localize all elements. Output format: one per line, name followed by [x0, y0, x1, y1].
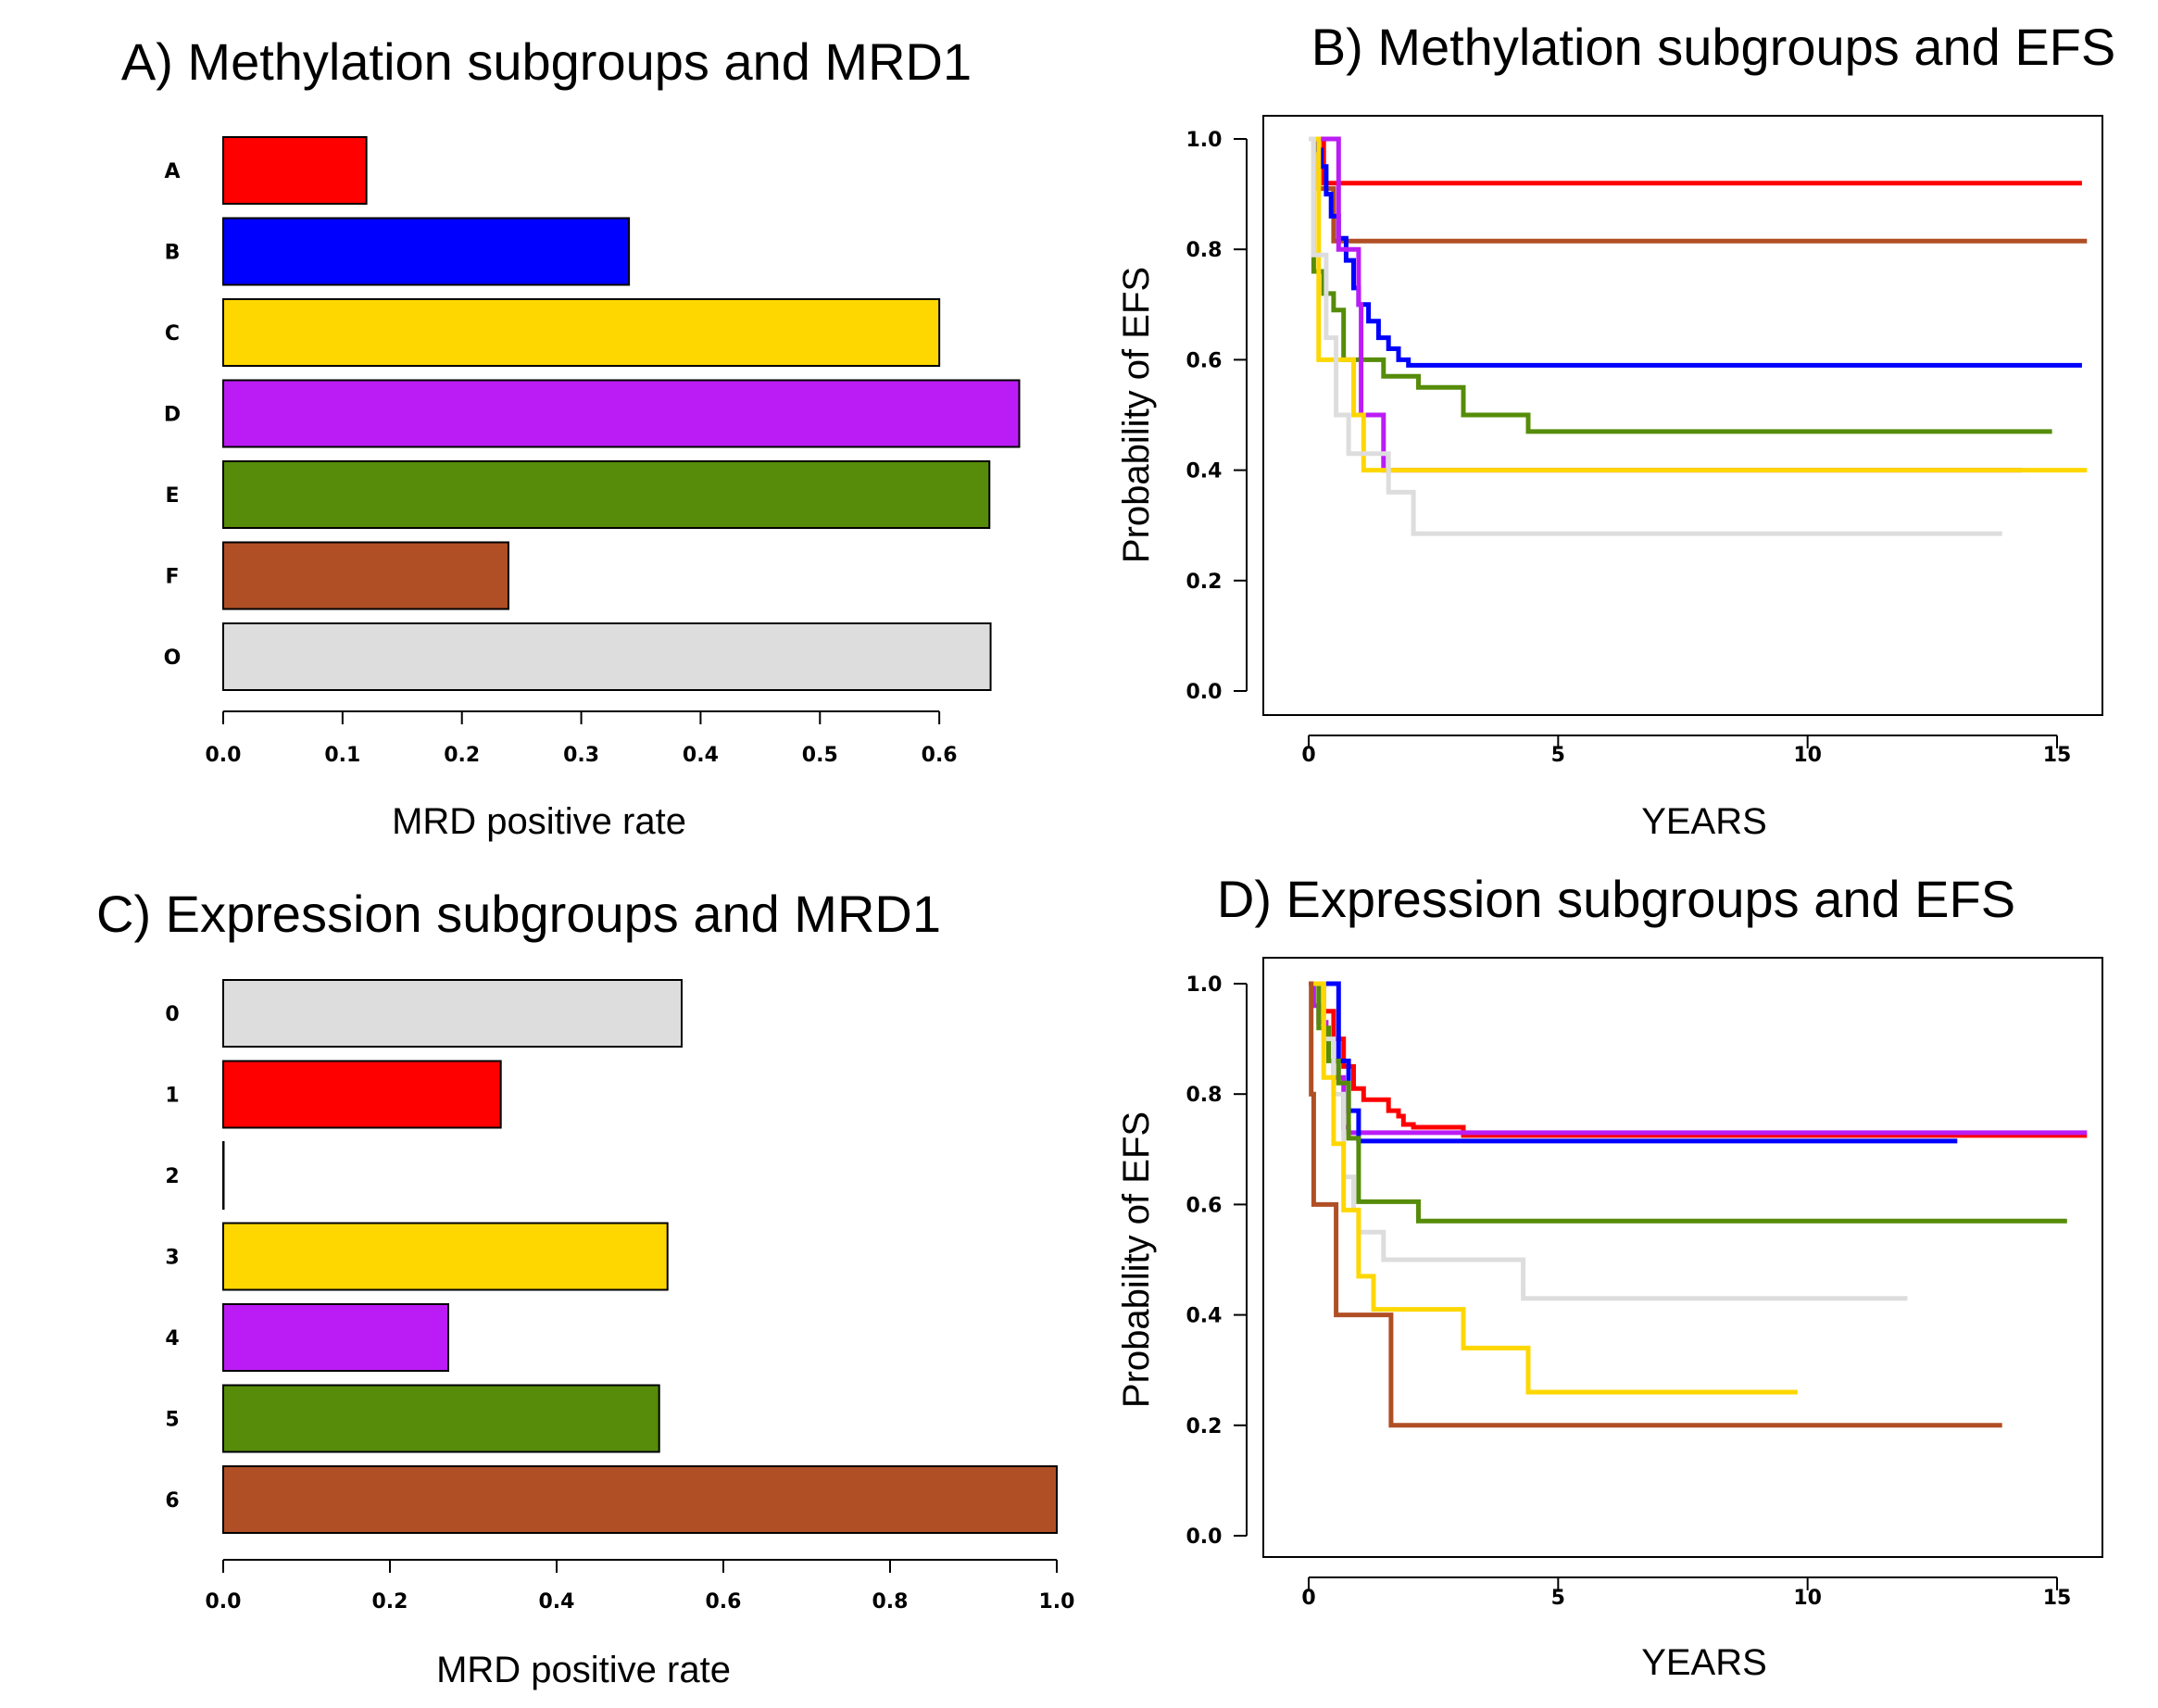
panel-b-y-tick-label: 0.2: [1186, 571, 1223, 594]
panel-c-bar-4: [222, 1303, 449, 1372]
panel-c-bar-3: [222, 1222, 669, 1291]
panel-a-category-label: C: [165, 322, 180, 345]
panel-c-x-tick-label: 0.2: [372, 1590, 408, 1614]
panel-d-curve-3: [1309, 981, 1798, 1395]
panel-a-category-label: E: [165, 484, 179, 508]
panel-a-x-tick-label: 0.2: [444, 744, 480, 767]
panel-b-x-tick-label: 5: [1551, 744, 1565, 767]
panel-a-bar-C: [222, 298, 941, 367]
panel-b-x-tick-label: 15: [2043, 744, 2072, 767]
panel-c-x-axis: 0.0 0.2 0.4 0.6 0.8 1.0: [206, 1559, 1075, 1614]
panel-b-y-axis: 0.0 0.2 0.4 0.6 0.8 1.0: [1186, 129, 1248, 704]
panel-a-bar-D: [222, 379, 1021, 448]
panel-a-x-tick-label: 0.4: [683, 744, 719, 767]
panel-c-x-tick-label: 0.0: [206, 1590, 242, 1614]
panel-d-y-tick-label: 0.6: [1186, 1194, 1223, 1217]
panel-a-bar-B: [222, 217, 631, 286]
panel-c-category-labels: 0 1 2 3 4 5 6: [165, 1003, 179, 1513]
panel-c-bar-1: [222, 1060, 502, 1129]
panel-d-curve-6: [1309, 981, 2002, 1428]
panel-d-plot-frame: [1262, 957, 2103, 1558]
panel-a-xlabel: MRD positive rate: [392, 801, 686, 842]
panel-a-bar-O: [222, 622, 992, 691]
panel-a-category-labels: A B C D E F O: [164, 160, 182, 670]
panel-b-y-tick-label: 0.4: [1186, 460, 1223, 484]
panel-a-x-axis: 0.0 0.1 0.2 0.3 0.4 0.5 0.6: [206, 710, 958, 767]
panel-d-curve-0: [1309, 981, 1908, 1301]
panel-a-category-label: B: [165, 242, 181, 265]
panel-c-x-tick-label: 0.6: [706, 1590, 742, 1614]
panel-d-y-tick-label: 0.4: [1186, 1305, 1223, 1328]
panel-b-y-tick-label: 0.6: [1186, 349, 1223, 372]
panel-a-x-tick-label: 0.5: [802, 744, 838, 767]
panel-b-y-tick-label: 0.0: [1186, 681, 1223, 704]
panel-a-bar-F: [222, 541, 509, 610]
panel-c-x-tick-label: 0.4: [539, 1590, 575, 1614]
panel-b-title: B) Methylation subgroups and EFS: [1311, 18, 2115, 76]
panel-c-bar-0: [222, 979, 683, 1048]
panel-d-y-axis: 0.0 0.2 0.4 0.6 0.8 1.0: [1186, 973, 1248, 1549]
panel-d-x-tick-label: 10: [1793, 1587, 1822, 1610]
panel-c-category-label: 2: [165, 1165, 179, 1188]
panel-b-curves: [1309, 136, 2088, 536]
panel-d-title: D) Expression subgroups and EFS: [1217, 870, 2015, 928]
panel-b-curve-B: [1309, 136, 2082, 368]
panel-d-y-tick-label: 0.0: [1186, 1526, 1223, 1549]
panel-a-title: A) Methylation subgroups and MRD1: [121, 32, 972, 91]
panel-b-plot-frame: [1262, 115, 2103, 716]
panel-b-x-axis: 0 5 10 15: [1301, 735, 2071, 767]
panel-c-bar-2: [222, 1141, 225, 1210]
panel-c-expression-mrd1: C) Expression subgroups and MRD1 MRD pos…: [96, 885, 1074, 1690]
panel-a-bar-A: [222, 136, 368, 205]
panel-b-xlabel: YEARS: [1641, 801, 1767, 842]
panel-b-x-tick-label: 10: [1793, 744, 1822, 767]
panel-a-x-tick-label: 0.1: [324, 744, 360, 767]
panel-a-x-tick-label: 0.0: [206, 744, 242, 767]
panel-c-x-tick-label: 0.8: [872, 1590, 909, 1614]
panel-a-methylation-mrd1: A) Methylation subgroups and MRD1 MRD po…: [121, 32, 1021, 842]
panel-b-curve-O: [1309, 136, 2002, 536]
panel-c-category-label: 5: [165, 1409, 179, 1432]
panel-d-y-tick-label: 0.8: [1186, 1084, 1223, 1107]
panel-c-bar-6: [222, 1465, 1058, 1534]
panel-c-category-label: 4: [165, 1327, 179, 1350]
panel-b-curve-E: [1309, 136, 2052, 434]
panel-c-category-label: 1: [165, 1085, 179, 1108]
panel-c-category-label: 0: [165, 1003, 179, 1026]
panel-a-x-tick-label: 0.6: [922, 744, 958, 767]
panel-d-x-tick-label: 0: [1301, 1587, 1315, 1610]
panel-c-bars: [222, 979, 1058, 1534]
panel-c-xlabel: MRD positive rate: [436, 1650, 731, 1690]
panel-b-ylabel: Probability of EFS: [1116, 267, 1157, 563]
panel-d-expression-efs: D) Expression subgroups and EFS Probabil…: [1116, 870, 2103, 1683]
panel-a-category-label: D: [164, 404, 181, 427]
panel-d-curve-1: [1309, 981, 2088, 1138]
panel-d-x-tick-label: 5: [1551, 1587, 1565, 1610]
panel-d-xlabel: YEARS: [1641, 1642, 1767, 1683]
panel-d-y-tick-label: 1.0: [1186, 973, 1223, 997]
panel-c-title: C) Expression subgroups and MRD1: [96, 885, 941, 943]
panel-d-curves: [1309, 981, 2088, 1428]
panel-d-y-tick-label: 0.2: [1186, 1415, 1223, 1438]
panel-b-curve-D: [1309, 136, 2023, 473]
panel-b-y-tick-label: 1.0: [1186, 129, 1223, 152]
panel-c-category-label: 3: [165, 1247, 179, 1270]
panel-c-category-label: 6: [165, 1489, 179, 1513]
panel-c-x-tick-label: 1.0: [1039, 1590, 1075, 1614]
panel-d-ylabel: Probability of EFS: [1116, 1111, 1157, 1408]
panel-a-x-tick-label: 0.3: [563, 744, 599, 767]
panel-b-curve-C: [1309, 136, 2088, 473]
panel-a-bar-E: [222, 460, 991, 529]
panel-b-y-tick-label: 0.8: [1186, 239, 1223, 262]
panel-b-methylation-efs: B) Methylation subgroups and EFS Probabi…: [1116, 18, 2115, 842]
panel-c-bar-5: [222, 1384, 660, 1453]
panel-a-bars: [222, 136, 1021, 691]
panel-d-x-axis: 0 5 10 15: [1301, 1576, 2072, 1610]
panel-a-category-label: A: [164, 160, 180, 183]
panel-d-x-tick-label: 15: [2043, 1587, 2072, 1610]
panel-a-category-label: O: [164, 647, 182, 670]
panel-b-x-tick-label: 0: [1301, 744, 1315, 767]
panel-a-category-label: F: [165, 566, 179, 589]
